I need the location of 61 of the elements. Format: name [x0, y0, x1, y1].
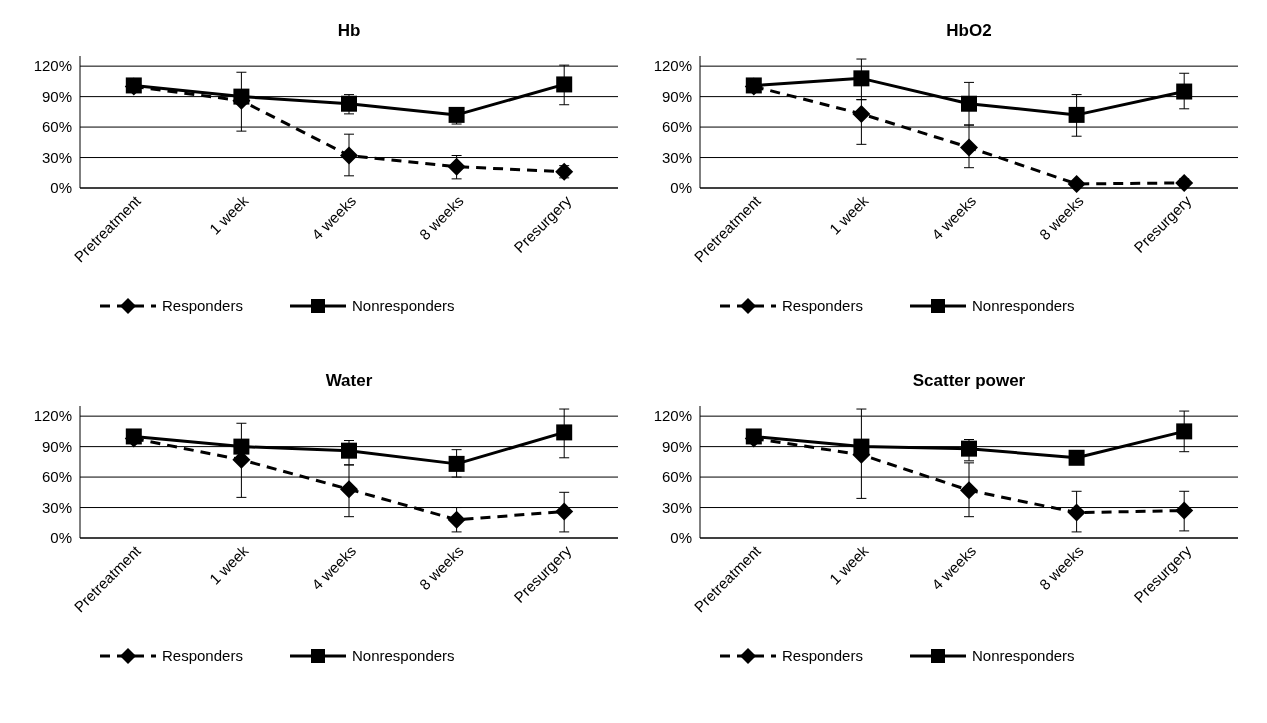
legend-label: Nonresponders — [352, 647, 455, 665]
y-tick-label: 0% — [50, 529, 72, 547]
point — [447, 157, 466, 176]
chart-title: Scatter power — [912, 371, 1026, 390]
legend-label: Nonresponders — [352, 297, 455, 315]
point — [1176, 423, 1193, 440]
point — [853, 70, 870, 87]
point — [341, 442, 357, 459]
point — [1067, 503, 1086, 522]
legend-label: Nonresponders — [972, 297, 1075, 315]
point — [1068, 449, 1085, 466]
legend-label: Responders — [162, 647, 243, 665]
y-tick-label: 120% — [653, 407, 692, 425]
point — [960, 138, 978, 157]
y-tick-label: 90% — [41, 437, 72, 455]
point — [556, 424, 573, 441]
point — [853, 438, 870, 455]
point — [1176, 83, 1193, 100]
y-tick-label: 60% — [41, 118, 72, 136]
point — [852, 104, 871, 123]
point — [745, 77, 762, 94]
point — [556, 76, 573, 93]
y-tick-label: 60% — [661, 468, 692, 486]
y-tick-label: 120% — [33, 57, 72, 75]
point — [555, 162, 574, 181]
point — [1175, 501, 1194, 520]
chart-title: HbO2 — [946, 21, 992, 40]
legend-label: Nonresponders — [972, 647, 1075, 665]
point — [961, 95, 977, 112]
y-tick-label: 90% — [661, 437, 692, 455]
y-tick-label: 0% — [50, 179, 72, 197]
point — [1175, 173, 1194, 192]
legend-label: Responders — [782, 297, 863, 315]
y-tick-label: 120% — [653, 57, 692, 75]
y-tick-label: 60% — [661, 118, 692, 136]
point — [233, 438, 250, 455]
point — [1068, 106, 1085, 123]
y-tick-label: 0% — [670, 179, 692, 197]
chart-title: Hb — [337, 21, 361, 40]
y-tick-label: 30% — [661, 498, 692, 516]
y-tick-label: 120% — [33, 407, 72, 425]
point — [1067, 174, 1086, 193]
point — [555, 502, 574, 521]
point — [961, 440, 977, 457]
point — [960, 481, 978, 500]
y-tick-label: 30% — [41, 498, 72, 516]
point — [233, 88, 250, 105]
point — [340, 146, 358, 165]
y-tick-label: 90% — [41, 87, 72, 105]
point — [125, 77, 142, 94]
y-tick-label: 30% — [41, 148, 72, 166]
legend-label: Responders — [162, 297, 243, 315]
y-tick-label: 60% — [41, 468, 72, 486]
point — [340, 480, 358, 499]
y-tick-label: 90% — [661, 87, 692, 105]
legend-label: Responders — [782, 647, 863, 665]
chart-title: Water — [325, 371, 373, 390]
point — [448, 455, 465, 472]
y-tick-label: 0% — [670, 529, 692, 547]
point — [447, 510, 466, 529]
y-tick-label: 30% — [661, 148, 692, 166]
